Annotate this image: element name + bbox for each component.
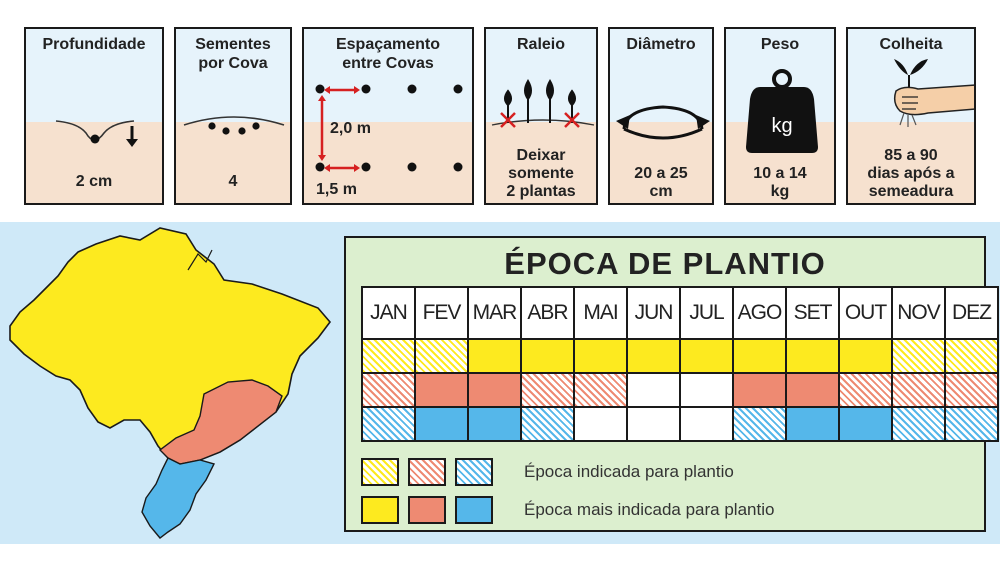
calendar-cell-blue-mar — [469, 408, 520, 440]
month-header: NOV — [893, 288, 944, 338]
calendar-cell-blue-dez — [946, 408, 997, 440]
legend-label-indicated: Época indicada para plantio — [524, 462, 734, 481]
spacing-icon — [315, 84, 463, 172]
horizontal-spacing-label: 1,5 m — [316, 181, 357, 198]
calendar-cell-blue-abr — [522, 408, 573, 440]
month-header: JUN — [628, 288, 679, 338]
legend-swatch-red-hatched — [408, 458, 446, 486]
card-title: Diâmetro — [626, 36, 696, 53]
month-header: DEZ — [946, 288, 997, 338]
calendar-cell-red-out — [840, 374, 891, 406]
seeds-icon — [183, 116, 285, 135]
card-diameter: Diâmetro 20 a 25 cm — [608, 27, 714, 205]
calendar-cell-red-dez — [946, 374, 997, 406]
calendar-cell-red-ago — [734, 374, 785, 406]
calendar-cell-red-abr — [522, 374, 573, 406]
card-title: Colheita — [879, 36, 943, 53]
calendar-cell-red-mar — [469, 374, 520, 406]
month-header: JUL — [681, 288, 732, 338]
calendar-cell-blue-jan — [363, 408, 414, 440]
calendar-cell-blue-jun — [628, 408, 679, 440]
calendar-cell-red-fev — [416, 374, 467, 406]
planting-calendar: ÉPOCA DE PLANTIO JAN FEV MAR ABR MAI JUN JUL AG… — [344, 236, 999, 532]
card-value: 2 cm — [75, 173, 113, 190]
month-header: FEV — [416, 288, 467, 338]
legend-swatch-red — [408, 496, 446, 524]
diameter-icon — [616, 105, 710, 140]
card-value: 4 — [228, 173, 238, 190]
card-value: 20 a 25 cm — [634, 165, 688, 200]
calendar-cell-yellow-jan — [363, 340, 414, 372]
month-header: AGO — [734, 288, 785, 338]
legend-swatch-yellow — [361, 496, 399, 524]
calendar-cell-yellow-jun — [628, 340, 679, 372]
card-value: 10 a 14 kg — [753, 165, 807, 200]
legend-swatch-blue-hatched — [455, 458, 493, 486]
calendar-cell-red-set — [787, 374, 838, 406]
calendar-cell-yellow-ago — [734, 340, 785, 372]
card-title: Raleio — [516, 36, 565, 53]
card-harvest: Colheita 85 a 90 dias após a semeadura — [846, 27, 976, 205]
calendar-cell-blue-nov — [893, 408, 944, 440]
legend-swatch-yellow-hatched — [361, 458, 399, 486]
calendar-cell-yellow-set — [787, 340, 838, 372]
calendar-cell-yellow-abr — [522, 340, 573, 372]
brazil-map — [9, 227, 332, 539]
calendar-cell-red-jul — [681, 374, 732, 406]
card-value: 85 a 90 dias após a semeadura — [867, 147, 955, 200]
map-region-red — [158, 379, 283, 465]
month-header: SET — [787, 288, 838, 338]
card-depth: Profundidade 2 cm — [24, 27, 164, 205]
calendar-cell-yellow-out — [840, 340, 891, 372]
map-region-yellow — [9, 227, 332, 465]
calendar-cell-yellow-mar — [469, 340, 520, 372]
legend-label-most-indicated: Época mais indicada para plantio — [524, 500, 775, 519]
calendar-cell-blue-set — [787, 408, 838, 440]
calendar-grid: JAN FEV MAR ABR MAI JUN JUL AGO SET OUT NOV DEZ — [361, 286, 999, 442]
calendar-cell-yellow-nov — [893, 340, 944, 372]
month-header: ABR — [522, 288, 573, 338]
card-weight: Peso kg 10 a 14 kg — [724, 27, 836, 205]
calendar-cell-yellow-mai — [575, 340, 626, 372]
calendar-cell-red-mai — [575, 374, 626, 406]
calendar-cell-red-jan — [363, 374, 414, 406]
calendar-cell-yellow-jul — [681, 340, 732, 372]
harvest-icon — [893, 59, 974, 127]
card-title: Sementes por Cova — [195, 36, 271, 72]
vertical-spacing-label: 2,0 m — [330, 120, 371, 137]
calendar-cell-yellow-dez — [946, 340, 997, 372]
weight-label: kg — [771, 115, 792, 137]
calendar-cell-blue-fev — [416, 408, 467, 440]
card-title: Peso — [760, 36, 800, 53]
map-region-blue — [141, 457, 216, 539]
month-header: OUT — [840, 288, 891, 338]
card-seeds: Sementes por Cova 4 — [174, 27, 292, 205]
card-title: Profundidade — [42, 36, 146, 53]
month-header: JAN — [363, 288, 414, 338]
calendar-cell-red-jun — [628, 374, 679, 406]
card-spacing: Espaçamento entre Covas 2,0 m 1,5 m — [302, 27, 474, 205]
calendar-cell-red-nov — [893, 374, 944, 406]
calendar-cell-blue-mai — [575, 408, 626, 440]
thinning-icon — [491, 79, 595, 128]
calendar-cell-blue-out — [840, 408, 891, 440]
month-header: MAR — [469, 288, 520, 338]
card-thinning: Raleio Deixar somente 2 plantas — [484, 27, 598, 205]
weight-icon: kg — [746, 69, 818, 153]
calendar-cell-blue-jul — [681, 408, 732, 440]
calendar-title: ÉPOCA DE PLANTIO — [504, 246, 826, 281]
card-title: Espaçamento entre Covas — [335, 36, 441, 72]
card-value: Deixar somente 2 plantas — [506, 147, 576, 200]
calendar-cell-yellow-fev — [416, 340, 467, 372]
month-header: MAI — [575, 288, 626, 338]
legend-swatch-blue — [455, 496, 493, 524]
calendar-cell-blue-ago — [734, 408, 785, 440]
depth-icon — [55, 120, 138, 147]
